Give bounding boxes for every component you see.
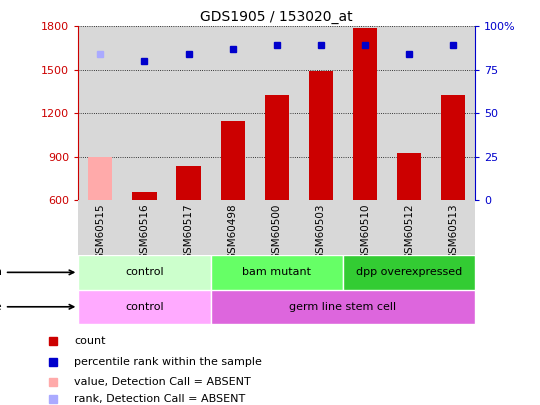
Bar	[220, 121, 245, 200]
Text: GSM60512: GSM60512	[404, 203, 414, 260]
Bar	[166, 200, 211, 255]
Text: rank, Detection Call = ABSENT: rank, Detection Call = ABSENT	[74, 394, 246, 405]
Text: value, Detection Call = ABSENT: value, Detection Call = ABSENT	[74, 377, 251, 387]
Bar	[211, 290, 475, 324]
Bar	[255, 200, 299, 255]
Bar	[78, 255, 211, 290]
Bar	[78, 290, 211, 324]
Bar	[211, 200, 255, 255]
Bar	[88, 157, 112, 200]
Text: GSM60515: GSM60515	[96, 203, 105, 260]
Bar	[387, 26, 431, 200]
Bar	[177, 166, 201, 200]
Bar	[166, 26, 211, 200]
Bar	[353, 28, 377, 200]
Bar	[211, 255, 343, 290]
Text: GSM60516: GSM60516	[139, 203, 150, 260]
Bar	[397, 153, 421, 200]
Text: GSM60500: GSM60500	[272, 203, 282, 260]
Text: GSM60503: GSM60503	[316, 203, 326, 260]
Bar	[265, 94, 289, 200]
Text: GSM60517: GSM60517	[184, 203, 193, 260]
Bar	[299, 26, 343, 200]
Bar	[441, 94, 465, 200]
Bar	[309, 71, 333, 200]
Text: GSM60498: GSM60498	[228, 203, 238, 260]
Bar	[299, 200, 343, 255]
Bar	[123, 26, 166, 200]
Text: bam mutant: bam mutant	[242, 267, 311, 277]
Text: germ line stem cell: germ line stem cell	[289, 302, 396, 312]
Bar	[123, 200, 166, 255]
Bar	[78, 26, 123, 200]
Text: genotype/variation: genotype/variation	[0, 267, 73, 277]
Text: control: control	[125, 302, 164, 312]
Bar	[343, 26, 387, 200]
Text: percentile rank within the sample: percentile rank within the sample	[74, 358, 262, 367]
Bar	[387, 200, 431, 255]
Text: count: count	[74, 336, 106, 346]
Title: GDS1905 / 153020_at: GDS1905 / 153020_at	[200, 10, 353, 24]
Text: control: control	[125, 267, 164, 277]
Text: GSM60513: GSM60513	[448, 203, 458, 260]
Bar	[343, 255, 475, 290]
Text: dpp overexpressed: dpp overexpressed	[356, 267, 462, 277]
Bar	[211, 26, 255, 200]
Bar	[431, 26, 475, 200]
Bar	[431, 200, 475, 255]
Text: GSM60510: GSM60510	[360, 203, 370, 260]
Text: cell type: cell type	[0, 302, 73, 312]
Bar	[78, 200, 123, 255]
Bar	[132, 192, 157, 200]
Bar	[343, 200, 387, 255]
Bar	[255, 26, 299, 200]
